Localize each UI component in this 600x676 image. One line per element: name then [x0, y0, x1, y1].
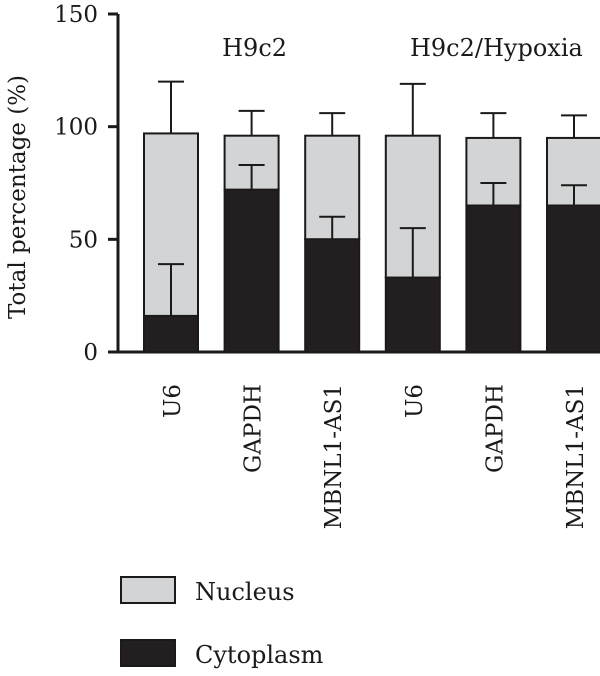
bar-cytoplasm [223, 188, 280, 353]
y-tick-label: 100 [54, 115, 98, 141]
x-tick-label: MBNL1-AS1 [563, 384, 589, 529]
y-tick-label: 150 [54, 2, 98, 28]
x-tick-label: U6 [402, 384, 428, 418]
legend-label: Cytoplasm [195, 641, 324, 669]
legend-swatch [120, 639, 176, 667]
plot-area: 0 50 100 150 Total percentage (%) U6 GAPDH MBNL… [5, 2, 600, 529]
y-tick-label: 0 [83, 340, 98, 366]
x-tick-label: U6 [160, 384, 186, 418]
y-axis-title: Total percentage (%) [5, 75, 31, 319]
x-tick-label: GAPDH [482, 384, 508, 473]
bar-cytoplasm [546, 204, 600, 353]
x-tick-label: GAPDH [241, 384, 267, 473]
legend: Nucleus Cytoplasm [120, 576, 324, 669]
bar-cytoplasm [465, 204, 522, 353]
group-label: H9c2/Hypoxia [410, 34, 583, 62]
y-tick-label: 50 [69, 227, 98, 253]
legend-swatch [120, 576, 176, 604]
bar-cytoplasm [143, 314, 199, 353]
group-label: H9c2 [222, 34, 287, 62]
bar-cytoplasm [384, 276, 441, 354]
bar-cytoplasm [304, 238, 361, 353]
x-tick-label: MBNL1-AS1 [321, 384, 347, 529]
legend-label: Nucleus [195, 578, 295, 606]
